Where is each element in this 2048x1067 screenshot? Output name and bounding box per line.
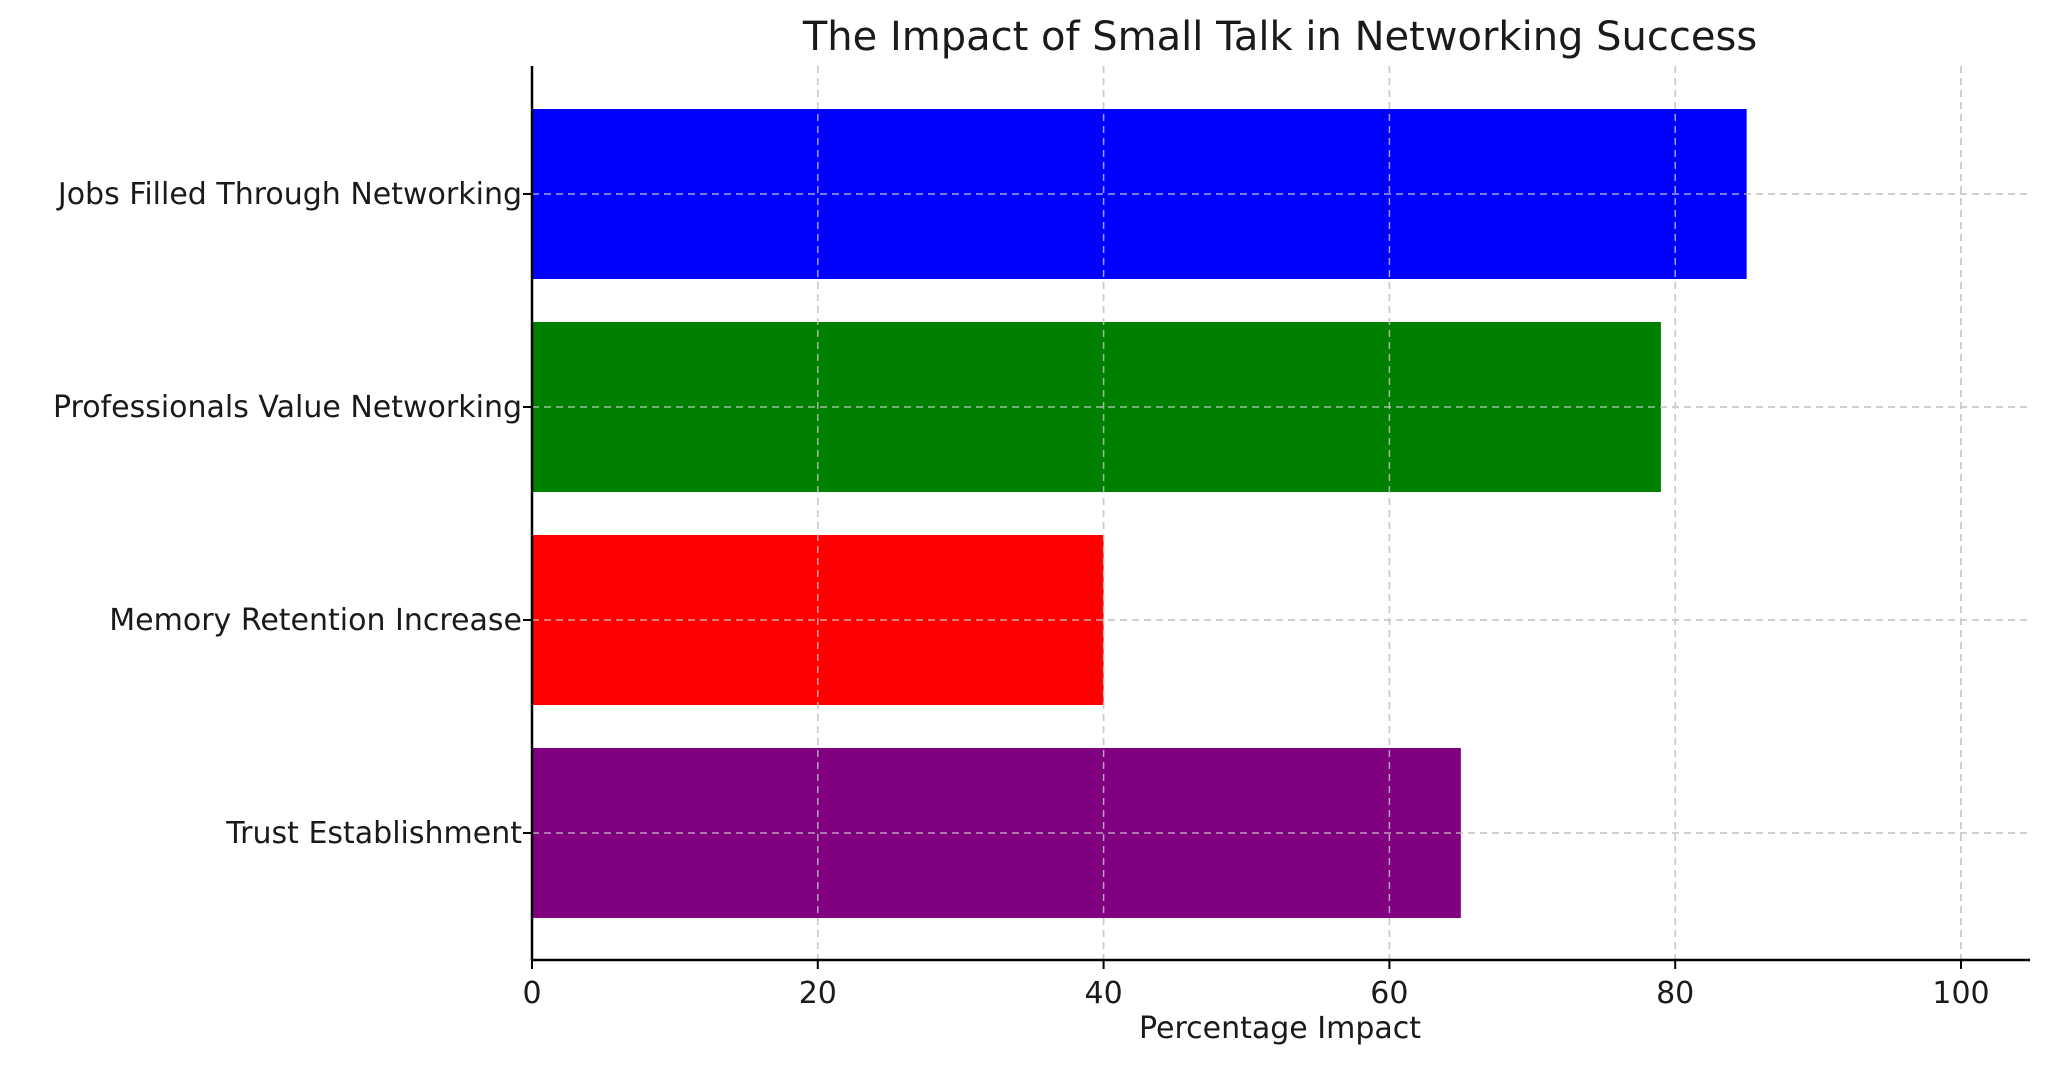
x-tick-label: 20 [799, 976, 837, 1011]
chart-title: The Impact of Small Talk in Networking S… [802, 14, 1757, 60]
x-tick-label: 40 [1085, 976, 1123, 1011]
x-ticks: 0 20 40 60 80 100 [522, 960, 1990, 1011]
x-axis-label: Percentage Impact [1139, 1011, 1421, 1046]
y-tick-labels: Jobs Filled Through Networking Profession… [53, 177, 532, 851]
y-tick-label: Trust Establishment [225, 816, 522, 851]
bar [532, 748, 1461, 918]
x-tick-label: 80 [1656, 976, 1694, 1011]
bars [532, 66, 2030, 960]
y-tick-label: Jobs Filled Through Networking [56, 177, 522, 212]
axes [530, 66, 2030, 962]
x-tick-label: 60 [1370, 976, 1408, 1011]
x-tick-label: 0 [522, 976, 541, 1011]
y-tick-label: Memory Retention Increase [109, 603, 522, 638]
x-tick-label: 100 [1932, 976, 1989, 1011]
y-tick-label: Professionals Value Networking [53, 390, 522, 425]
